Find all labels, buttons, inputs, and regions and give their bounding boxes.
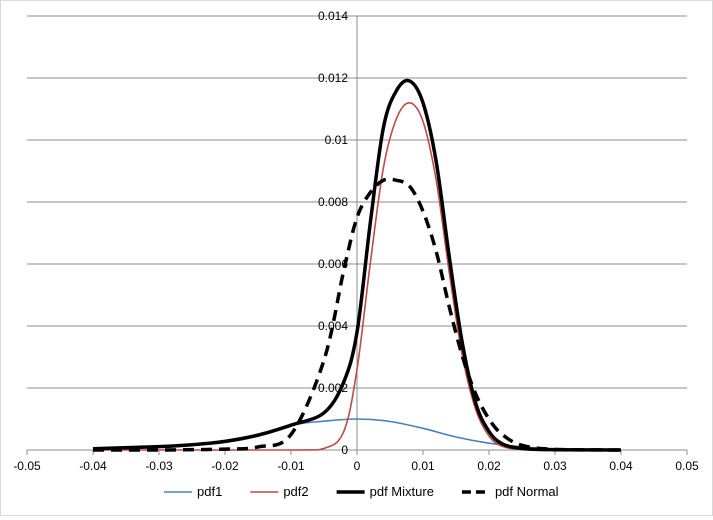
x-tick-label: 0.03 <box>543 459 567 473</box>
series-line-pdf2 <box>93 101 621 451</box>
legend-label-pdf-mixture: pdf Mixture <box>370 484 434 499</box>
x-tick-label: 0.01 <box>411 459 435 473</box>
series-line-pdf-normal <box>93 177 622 452</box>
x-tick-label: -0.05 <box>13 459 41 473</box>
x-tick-label: -0.02 <box>211 459 239 473</box>
legend: pdf1 pdf2 pdf Mixture pdf Normal <box>164 484 559 499</box>
y-tick-label: 0.014 <box>318 9 348 23</box>
x-tick-label: -0.03 <box>145 459 173 473</box>
x-tick-label: -0.04 <box>79 459 107 473</box>
x-tick-label: -0.01 <box>277 459 305 473</box>
y-tick-label: 0.006 <box>318 257 348 271</box>
y-tick-label: 0.01 <box>325 133 349 147</box>
x-tick-label: 0.02 <box>477 459 501 473</box>
y-tick-label: 0 <box>341 443 348 457</box>
axis-layer <box>26 15 688 455</box>
series-layer <box>92 78 622 452</box>
x-tick-label: 0.05 <box>675 459 699 473</box>
y-tick-label: 0.004 <box>318 319 348 333</box>
series-line-pdf-mixture <box>92 78 622 452</box>
legend-label-pdf1: pdf1 <box>197 484 222 499</box>
legend-label-pdf2: pdf2 <box>283 484 308 499</box>
legend-label-pdf-normal: pdf Normal <box>495 484 559 499</box>
tick-label-layer: -0.05 -0.04 -0.03 -0.02 -0.01 0 0.01 0.02 0.03 0.… <box>13 9 699 473</box>
x-tick-label: 0.04 <box>609 459 633 473</box>
y-tick-label: 0.002 <box>318 381 348 395</box>
x-tick-label: 0 <box>354 459 361 473</box>
y-tick-label: 0.008 <box>318 195 348 209</box>
y-tick-label: 0.012 <box>318 71 348 85</box>
